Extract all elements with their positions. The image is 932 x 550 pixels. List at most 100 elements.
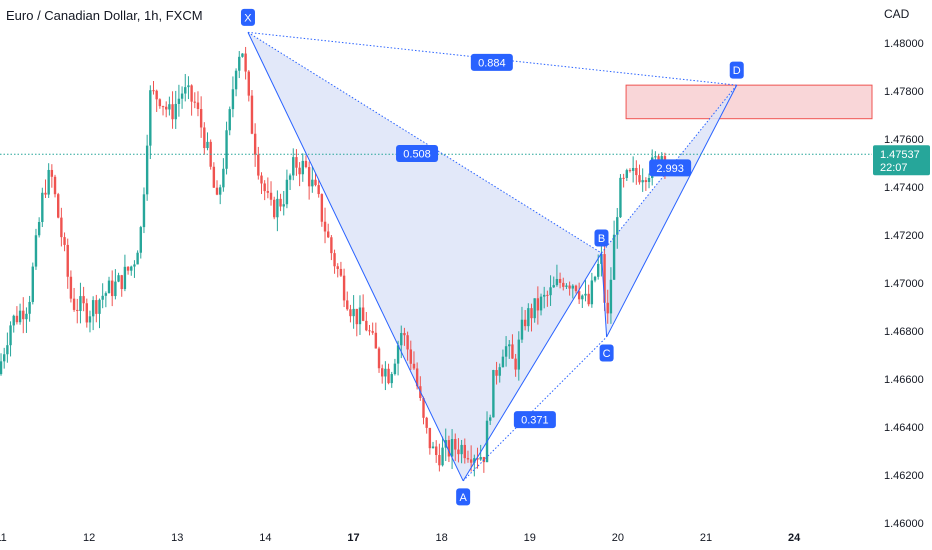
candle-body <box>638 175 641 183</box>
candle-body <box>622 177 625 179</box>
candle-body <box>517 339 520 370</box>
candle-body <box>523 319 527 327</box>
candle-body <box>501 356 505 368</box>
candle-body <box>641 180 644 183</box>
candle-body <box>269 192 273 200</box>
candle-body <box>117 275 120 282</box>
candle-body <box>552 285 555 288</box>
candle-body <box>450 439 454 457</box>
ratio-label-box <box>470 53 513 71</box>
candle-body <box>520 319 524 340</box>
candle-body <box>311 179 314 187</box>
pattern-leg-ab <box>462 252 602 482</box>
pattern-ratio-line-ac <box>462 336 607 482</box>
candle-body <box>616 217 619 235</box>
candle-body <box>301 160 304 175</box>
candle-body <box>619 177 622 218</box>
candle-body <box>203 127 206 149</box>
ratio-label-box <box>396 144 439 162</box>
candle-body <box>193 101 196 103</box>
candle-body <box>0 361 3 375</box>
pattern-ratio-line-xb <box>247 31 602 254</box>
candle-body <box>139 227 142 253</box>
candle-body <box>123 266 127 290</box>
candle-body <box>298 167 301 175</box>
candle-body <box>114 281 117 297</box>
candle-body <box>177 98 181 104</box>
point-label-c-box <box>599 344 614 362</box>
candle-body <box>79 296 82 311</box>
candle-body <box>12 315 15 326</box>
candle-body <box>635 167 638 176</box>
x-tick-label: 19 <box>524 532 536 544</box>
candle-body <box>285 179 289 205</box>
target-zone[interactable] <box>625 84 873 120</box>
candle-body <box>215 187 219 195</box>
candle-body <box>196 102 200 109</box>
candle-body <box>539 296 543 311</box>
candle-body <box>447 440 451 457</box>
candle-body <box>44 192 47 195</box>
candle-body <box>577 291 581 300</box>
candle-body <box>250 95 254 134</box>
candle-body <box>72 298 76 310</box>
ratio-label: 0.371 <box>521 415 549 427</box>
candle-body <box>206 141 209 149</box>
candle-body <box>171 104 174 120</box>
candle-body <box>145 145 149 195</box>
candle-body <box>346 300 349 310</box>
candle-body <box>130 266 133 271</box>
candle-body <box>435 446 438 456</box>
candle-body <box>558 278 562 283</box>
candle-body <box>590 280 594 305</box>
candle-body <box>184 87 187 94</box>
y-tick-label: 1.46000 <box>884 518 924 530</box>
candle-body <box>50 169 54 177</box>
candle-body <box>18 310 22 323</box>
current-price-value: 1.47537 <box>880 149 920 161</box>
candle-body <box>63 237 66 245</box>
x-tick-label: 11 <box>0 532 7 544</box>
candle-body <box>476 458 479 460</box>
candle-body <box>323 221 327 232</box>
candle-body <box>57 194 60 218</box>
candle-body <box>161 106 165 108</box>
candle-body <box>390 374 393 384</box>
candle-body <box>241 53 244 57</box>
candle-body <box>511 344 514 359</box>
candle-body <box>460 444 463 455</box>
candle-body <box>28 301 31 314</box>
y-tick-label: 1.47600 <box>884 134 924 146</box>
pattern-leg-xa <box>247 32 464 482</box>
y-tick-label: 1.46400 <box>884 422 924 434</box>
candle-body <box>336 266 339 269</box>
pattern-leg-bc <box>600 252 608 337</box>
candle-body <box>9 325 12 346</box>
candle-body <box>339 268 343 276</box>
candle-body <box>174 103 177 120</box>
candle-body <box>136 252 139 265</box>
candle-body <box>504 346 508 357</box>
candle-body <box>212 166 216 188</box>
candle-body <box>304 160 308 168</box>
candle-body <box>288 175 292 180</box>
candle-body <box>88 316 92 323</box>
candle-body <box>457 449 460 455</box>
candle-body <box>377 348 381 369</box>
candle-body <box>492 370 495 418</box>
candle-body <box>168 104 171 110</box>
candle-body <box>409 349 412 364</box>
candle-body <box>292 157 295 176</box>
candle-body <box>15 315 19 323</box>
candle-body <box>508 344 511 347</box>
candle-body <box>34 235 38 267</box>
candle-body <box>120 275 123 290</box>
candle-body <box>190 85 193 102</box>
candle-body <box>644 180 648 183</box>
candle-body <box>647 177 651 183</box>
candle-body <box>387 368 390 384</box>
candle-body <box>238 56 241 71</box>
y-tick-label: 1.46800 <box>884 326 924 338</box>
candle-body <box>546 294 549 296</box>
